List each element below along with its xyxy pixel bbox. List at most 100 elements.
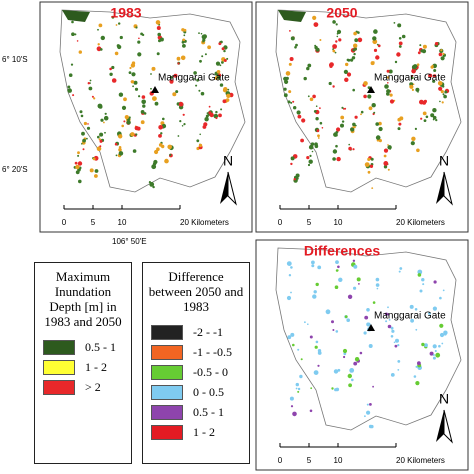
inundation-spot [337,368,341,372]
inundation-spot [141,99,146,105]
inundation-spot [385,320,388,323]
inundation-spot [353,361,358,366]
inundation-spot [285,71,291,76]
inundation-spot [411,76,414,80]
inundation-spot [335,387,340,392]
inundation-spot [373,29,378,34]
inundation-spot [343,69,348,74]
inundation-spot [442,52,445,56]
inundation-spot [331,387,334,390]
inundation-spot [111,65,115,70]
inundation-spot [97,135,100,139]
inundation-spot [173,73,178,78]
legend-item: -1 - -0.5 [151,342,249,362]
inundation-spot [130,63,136,68]
inundation-spot [438,86,443,91]
inundation-spot [215,117,218,120]
inundation-spot [315,340,319,344]
inundation-spot [353,52,356,56]
inundation-spot [283,76,288,81]
scale-label: 0 [278,218,283,227]
inundation-spot [334,285,339,289]
inundation-spot [371,187,374,190]
inundation-spot [227,88,230,91]
inundation-spot [358,283,360,285]
inundation-spot [219,41,222,43]
inundation-spot [219,64,222,67]
inundation-spot [118,148,122,152]
inundation-spot [207,45,212,50]
inundation-spot [169,79,174,84]
inundation-spot [364,415,366,418]
inundation-spot [217,75,221,80]
landmark-marker [151,86,159,93]
inundation-spot [99,48,103,51]
inundation-spot [309,154,312,157]
inundation-spot [386,76,390,79]
inundation-spot [347,294,353,299]
landmark-label: Manggarai Gate [374,311,446,322]
inundation-spot [77,161,83,166]
inundation-spot [118,151,124,156]
inundation-spot [397,344,400,347]
inundation-spot [118,134,123,139]
longitude-label: 106° 50'E [112,237,147,246]
inundation-spot [103,115,109,121]
inundation-spot [79,110,83,114]
inundation-spot [83,121,87,126]
inundation-spot [439,100,441,103]
inundation-spot [398,45,402,48]
inundation-spot [74,161,78,165]
north-letter: N [439,391,449,407]
legend-swatch [151,344,183,360]
inundation-spot [368,106,373,111]
inundation-spot [304,321,306,324]
inundation-spot [438,52,443,57]
inundation-spot [126,120,131,125]
inundation-spot [288,90,292,94]
inundation-spot [99,139,103,143]
inundation-spot [352,48,356,52]
inundation-spot [96,146,102,151]
inundation-spot [373,111,376,114]
inundation-spot [308,159,313,164]
inundation-spot [93,97,96,100]
legend-item: 0.5 - 1 [151,402,249,422]
inundation-spot [290,156,295,161]
inundation-spot [89,168,94,173]
inundation-spot [396,52,401,57]
inundation-spot [86,137,88,140]
scale-label: 20 Kilometers [396,218,445,227]
inundation-spot [399,267,403,270]
inundation-spot [345,62,349,67]
legend-swatch [151,424,183,440]
inundation-spot [158,125,163,130]
inundation-spot [353,286,357,290]
inundation-spot [315,282,319,287]
inundation-spot [376,43,379,46]
inundation-spot [179,120,182,123]
inundation-spot [378,126,383,132]
inundation-spot [72,94,75,97]
north-arrow [436,172,444,204]
inundation-spot [411,136,416,141]
inundation-spot [175,90,179,94]
inundation-spot [354,357,360,362]
inundation-spot [419,99,424,105]
inundation-spot [131,72,136,77]
inundation-spot [313,290,317,294]
legend-label: 0.5 - 1 [85,339,116,354]
inundation-spot [140,120,145,125]
inundation-spot [413,375,417,378]
inundation-spot [204,53,207,56]
inundation-spot [153,159,158,165]
inundation-spot [70,63,74,66]
inundation-spot [205,114,209,118]
north-arrow [227,171,237,206]
inundation-spot [200,32,203,35]
inundation-spot [182,113,185,116]
inundation-spot [306,156,310,160]
inundation-spot [138,37,140,40]
inundation-spot [202,38,206,42]
